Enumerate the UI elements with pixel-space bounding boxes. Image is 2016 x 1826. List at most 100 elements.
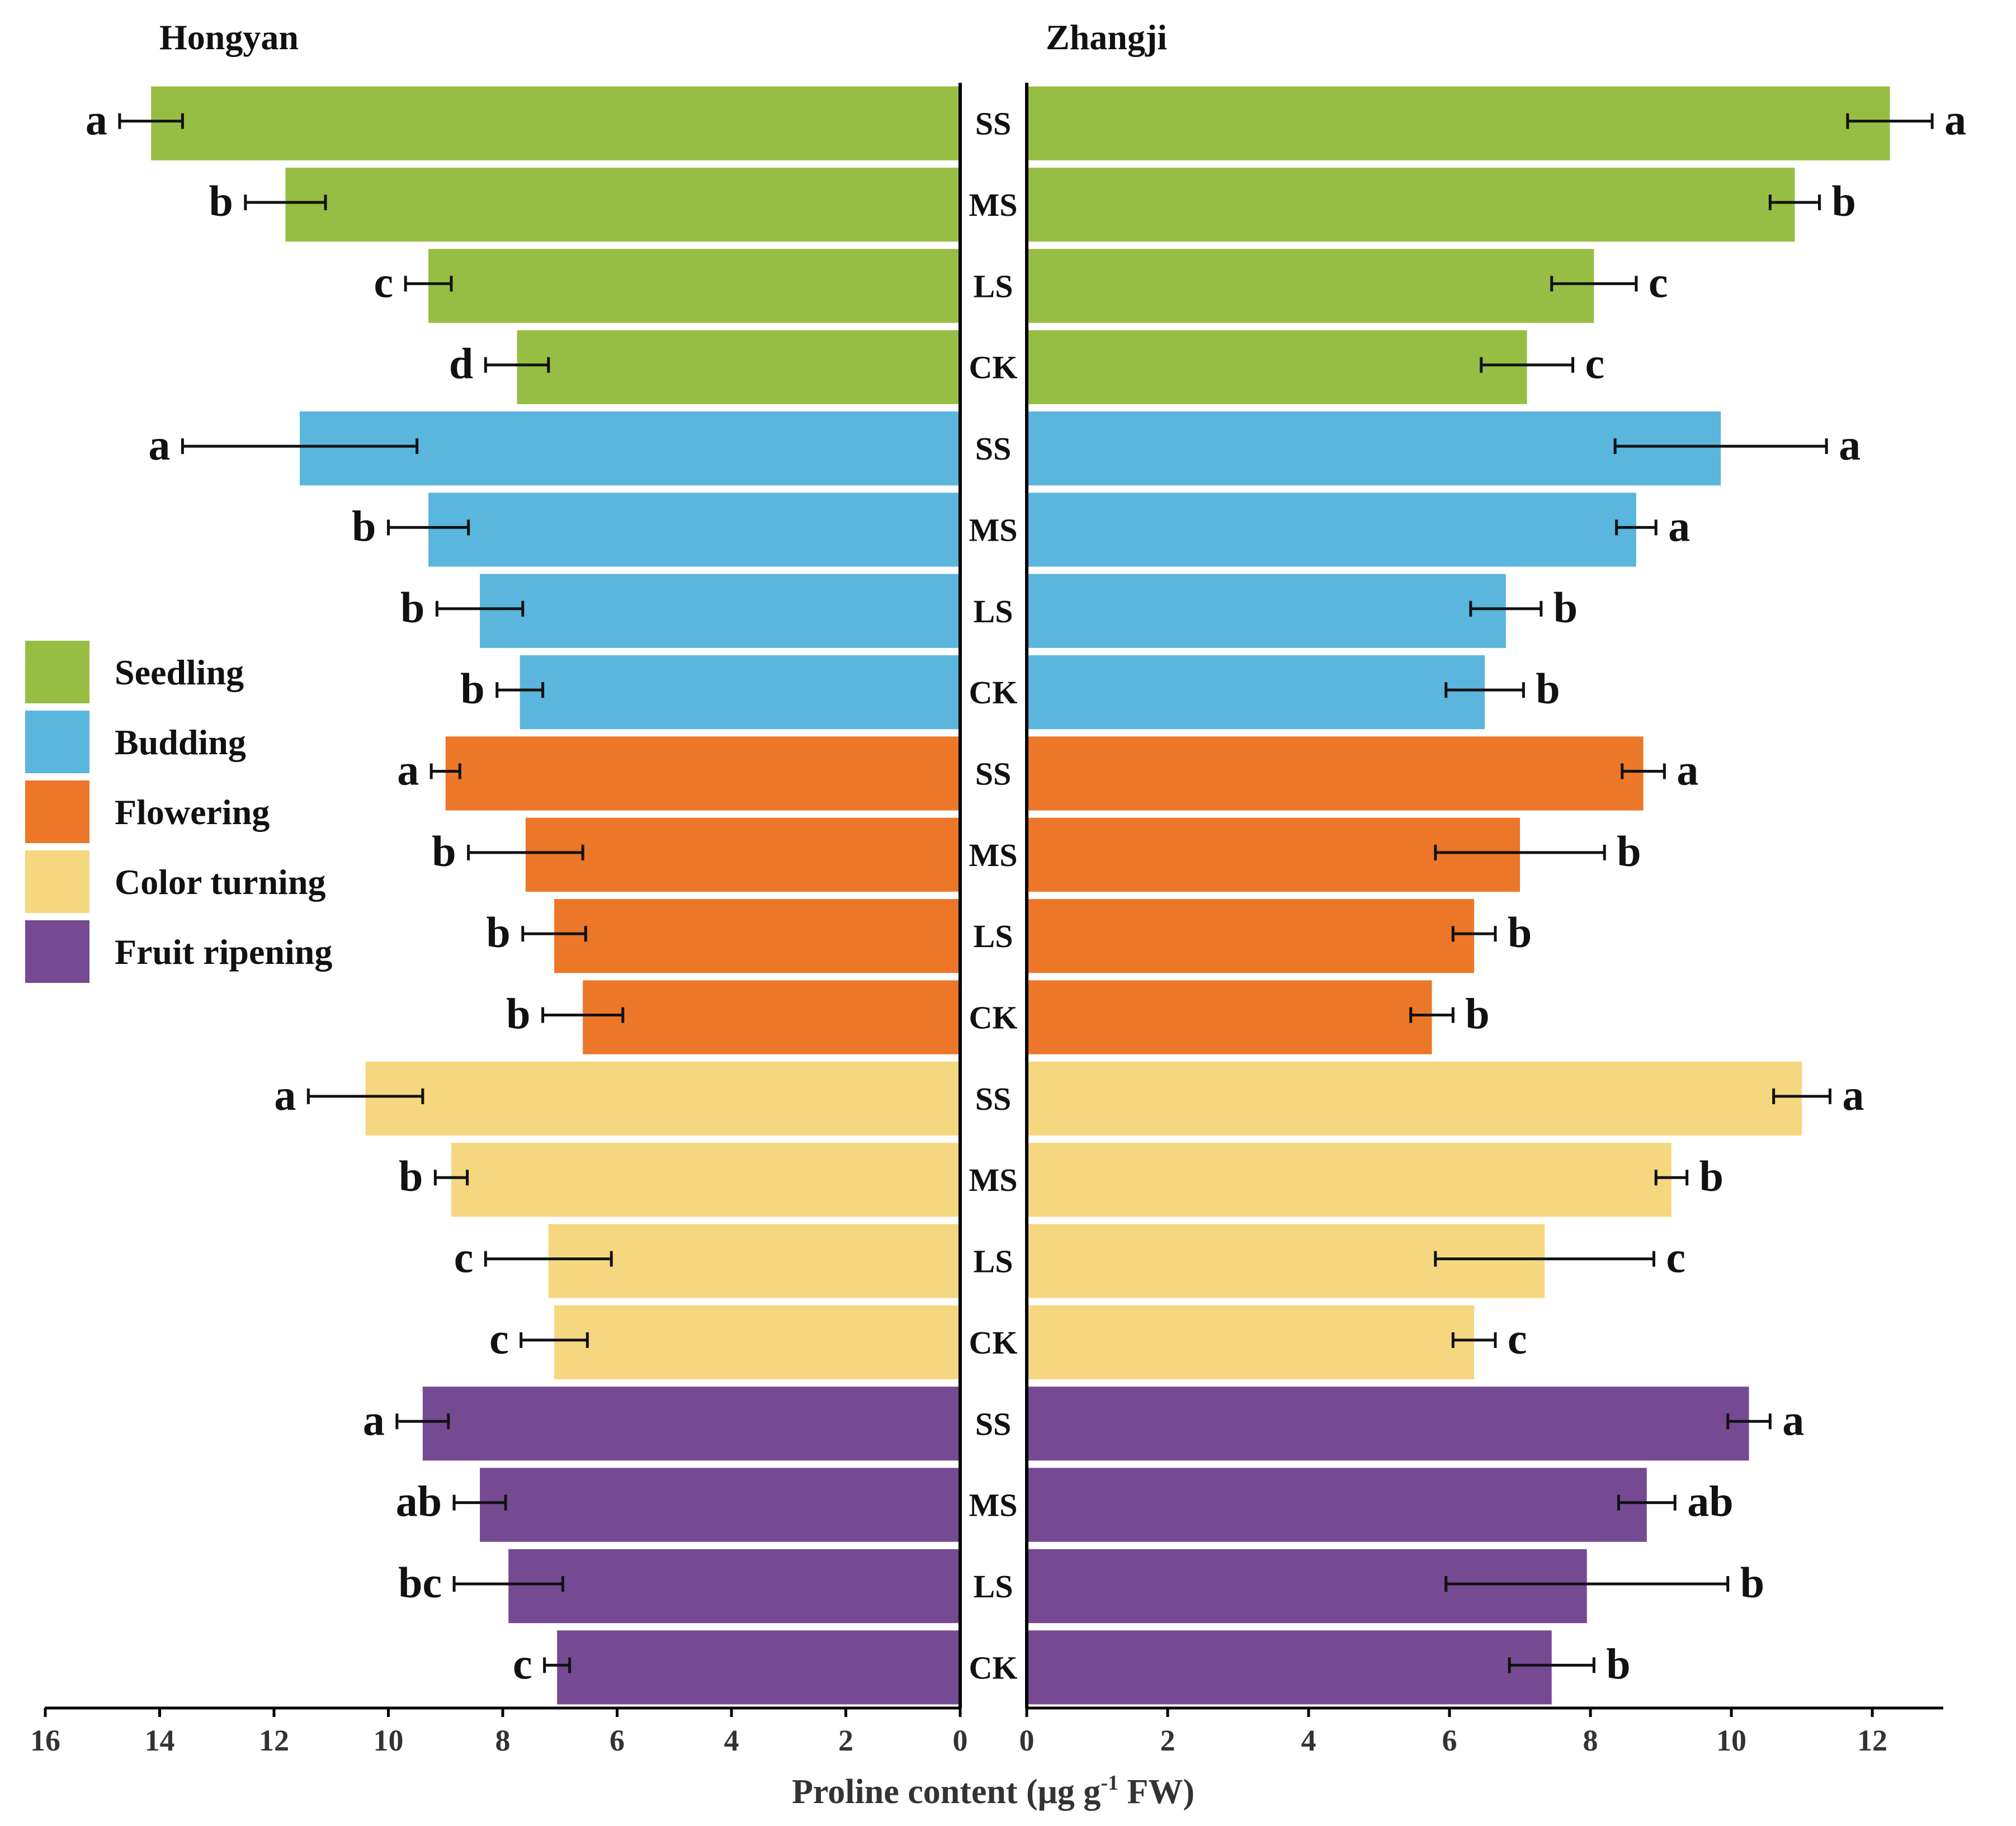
category-label-20: CK bbox=[969, 1649, 1018, 1686]
right-bar-15 bbox=[1027, 1224, 1545, 1298]
x-axis-label-superscript: -1 bbox=[1101, 1771, 1118, 1795]
left-error-bar-4 bbox=[484, 357, 550, 373]
right-bar-1 bbox=[1027, 86, 1890, 160]
right-significance-letter-18: ab bbox=[1687, 1477, 1733, 1526]
right-x-tick-label-0: 0 bbox=[1019, 1724, 1035, 1757]
right-error-bar-8 bbox=[1444, 682, 1525, 698]
right-error-bar-7 bbox=[1469, 600, 1543, 617]
left-error-bar-10 bbox=[467, 844, 584, 860]
left-bar-17 bbox=[422, 1387, 960, 1461]
right-significance-letter-8: b bbox=[1536, 664, 1560, 713]
right-bar-6 bbox=[1027, 493, 1636, 567]
category-label-6: MS bbox=[969, 512, 1018, 548]
left-bar-16 bbox=[554, 1305, 960, 1380]
left-significance-letter-8: b bbox=[460, 664, 484, 713]
right-bar-12 bbox=[1027, 980, 1432, 1054]
right-bar-2 bbox=[1027, 167, 1795, 242]
left-significance-letter-13: a bbox=[274, 1071, 296, 1119]
left-error-bar-7 bbox=[435, 600, 525, 617]
left-significance-letter-1: a bbox=[86, 96, 107, 144]
left-significance-letter-4: d bbox=[449, 339, 473, 388]
left-error-bar-13 bbox=[306, 1088, 424, 1104]
left-significance-letter-2: b bbox=[209, 177, 233, 225]
left-significance-letter-7: b bbox=[400, 583, 424, 632]
right-error-bar-12 bbox=[1409, 1007, 1455, 1023]
left-bar-18 bbox=[480, 1468, 960, 1542]
right-significance-letter-19: b bbox=[1740, 1558, 1764, 1607]
x-axis-label-main: Proline content (μg g bbox=[792, 1773, 1101, 1811]
right-bar-11 bbox=[1027, 899, 1475, 973]
left-significance-letter-17: a bbox=[363, 1395, 385, 1444]
left-significance-letter-9: a bbox=[397, 745, 419, 794]
right-bar-19 bbox=[1027, 1549, 1587, 1624]
left-bar-19 bbox=[508, 1549, 960, 1624]
left-bar-1 bbox=[151, 86, 961, 160]
left-significance-letter-18: ab bbox=[396, 1477, 442, 1526]
legend-swatch-2 bbox=[25, 711, 89, 773]
right-x-tick-label-4: 4 bbox=[1301, 1724, 1316, 1757]
right-significance-letter-7: b bbox=[1554, 583, 1578, 632]
legend-swatch-1 bbox=[25, 641, 89, 703]
right-x-tick-label-12: 12 bbox=[1857, 1724, 1887, 1757]
left-x-tick-label-12: 12 bbox=[259, 1724, 289, 1757]
legend-swatch-3 bbox=[25, 780, 89, 843]
left-error-bar-9 bbox=[429, 763, 461, 779]
left-significance-letter-20: c bbox=[513, 1639, 532, 1688]
category-label-3: LS bbox=[974, 268, 1013, 304]
right-bar-16 bbox=[1027, 1305, 1475, 1380]
right-significance-letter-9: a bbox=[1677, 745, 1698, 794]
right-bar-14 bbox=[1027, 1143, 1672, 1217]
left-bar-5 bbox=[300, 411, 961, 486]
right-significance-letter-10: b bbox=[1617, 827, 1641, 876]
category-label-9: SS bbox=[975, 755, 1012, 792]
left-x-tick-label-2: 2 bbox=[838, 1724, 853, 1757]
right-significance-letter-20: b bbox=[1606, 1639, 1630, 1688]
left-bar-12 bbox=[583, 980, 960, 1054]
legend-label-4: Color turning bbox=[115, 862, 326, 902]
text-layer: abcdabbbabbbabccaabbccabccaabbabbbabccaa… bbox=[30, 17, 1966, 1757]
left-bar-14 bbox=[451, 1143, 960, 1217]
left-bar-9 bbox=[445, 736, 960, 811]
left-significance-letter-10: b bbox=[432, 827, 456, 876]
right-significance-letter-12: b bbox=[1465, 990, 1489, 1038]
left-significance-letter-12: b bbox=[506, 990, 530, 1038]
right-significance-letter-11: b bbox=[1508, 908, 1532, 957]
right-error-bar-1 bbox=[1846, 113, 1934, 129]
right-bar-9 bbox=[1027, 736, 1644, 811]
left-error-bar-16 bbox=[520, 1332, 589, 1348]
left-significance-letter-19: bc bbox=[398, 1558, 442, 1607]
left-error-bar-8 bbox=[495, 682, 545, 698]
right-significance-letter-5: a bbox=[1839, 420, 1861, 469]
left-bar-2 bbox=[285, 167, 961, 242]
left-error-bar-11 bbox=[521, 926, 587, 942]
right-significance-letter-13: a bbox=[1842, 1071, 1864, 1119]
category-label-15: LS bbox=[974, 1243, 1013, 1280]
right-significance-letter-17: a bbox=[1782, 1395, 1804, 1444]
right-significance-letter-4: c bbox=[1585, 339, 1605, 388]
legend-label-3: Flowering bbox=[115, 792, 270, 832]
left-bar-6 bbox=[428, 493, 960, 567]
right-significance-letter-3: c bbox=[1649, 258, 1668, 306]
right-x-tick-label-2: 2 bbox=[1160, 1724, 1175, 1757]
category-label-16: CK bbox=[969, 1324, 1018, 1361]
left-error-bar-19 bbox=[452, 1576, 564, 1592]
category-label-2: MS bbox=[969, 187, 1018, 223]
legend-label-1: Seedling bbox=[115, 652, 244, 692]
right-error-bar-13 bbox=[1772, 1088, 1831, 1104]
left-significance-letter-11: b bbox=[486, 908, 510, 957]
left-significance-letter-6: b bbox=[352, 502, 376, 550]
right-error-bar-11 bbox=[1451, 926, 1497, 942]
right-bar-10 bbox=[1027, 817, 1520, 892]
left-bar-3 bbox=[428, 249, 960, 323]
left-bar-15 bbox=[548, 1224, 960, 1298]
category-label-12: CK bbox=[969, 1000, 1018, 1036]
left-significance-letter-16: c bbox=[489, 1314, 509, 1363]
right-error-bar-4 bbox=[1480, 357, 1574, 373]
right-error-bar-18 bbox=[1617, 1494, 1677, 1511]
category-label-8: CK bbox=[969, 674, 1018, 711]
left-error-bar-5 bbox=[181, 438, 419, 455]
left-error-bar-18 bbox=[452, 1494, 507, 1511]
right-error-bar-3 bbox=[1550, 276, 1638, 292]
left-error-bar-20 bbox=[543, 1657, 572, 1673]
